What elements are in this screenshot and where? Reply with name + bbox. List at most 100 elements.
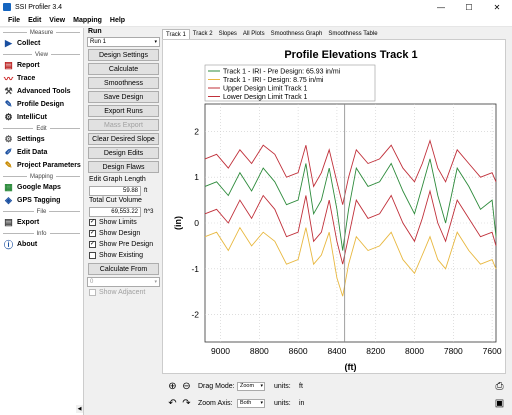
units-label-x: units: [274,383,291,390]
x-tick-label: 8200 [366,346,385,356]
clear-desired-slope-button[interactable]: Clear Desired Slope [88,133,159,145]
sidebar-item-gps-tagging[interactable]: ◈ GPS Tagging [0,194,83,207]
drag-mode-label: Drag Mode: [198,383,235,390]
calculate-from-select[interactable]: 0 ▾ [87,277,160,287]
minimize-button[interactable]: — [437,2,445,12]
sidebar-item-label: Google Maps [17,184,61,191]
tab-smoothness-graph[interactable]: Smoothness Graph [270,31,323,37]
x-tick-label: 8800 [250,346,269,356]
section-mapping: Mapping [0,172,83,181]
edit-graph-length-input[interactable]: 59.88 [89,185,141,196]
y-tick-label: 1 [194,172,199,182]
window-title: SSI Profiler 3.4 [15,3,63,11]
profile-chart[interactable]: Profile Elevations Track 1 Track 1 - IRI … [163,40,507,375]
show-pre-design-checkbox[interactable]: ✓ Show Pre Design [86,239,161,250]
run-select[interactable]: Run 1 ▾ [87,37,160,47]
sidebar-item-label: Report [17,62,40,69]
show-adjacent-checkbox[interactable]: Show Adjacent [86,287,161,298]
plot-frame [204,103,497,343]
sidebar-item-report[interactable]: ▤ Report [0,59,83,72]
sidebar-item-intellicut[interactable]: ⚙ IntelliCut [0,111,83,124]
undo-icon[interactable]: ↶ [168,398,177,409]
unchecked-box-icon [89,252,96,259]
edit-data-icon: ✐ [4,147,13,157]
x-tick-label: 8400 [327,346,346,356]
export-runs-button[interactable]: Export Runs [88,105,159,117]
report-icon: ▤ [4,60,13,70]
sidebar-item-trace[interactable]: 〰 Trace [0,72,83,85]
x-tick-label: 9000 [211,346,230,356]
show-limits-checkbox[interactable]: ✓ Show Limits [86,217,161,228]
section-edit: Edit [0,124,83,133]
check-icon: ✓ [89,241,96,248]
sidebar-item-advanced-tools[interactable]: ⚒ Advanced Tools [0,85,83,98]
sidebar-item-project-parameters[interactable]: ✎ Project Parameters [0,159,83,172]
design-settings-button[interactable]: Design Settings [88,49,159,61]
save-icon[interactable]: ▣ [494,398,505,409]
series-line-lower-limit [204,189,497,265]
run-panel: Run Run 1 ▾ Design Settings Calculate Sm… [86,28,161,415]
show-existing-checkbox[interactable]: Show Existing [86,250,161,261]
close-button[interactable]: ✕ [493,2,501,12]
menu-view[interactable]: View [49,16,66,24]
menu-edit[interactable]: Edit [28,16,42,24]
drag-mode-value: Zoom [240,383,255,389]
export-icon: ▤ [4,217,13,227]
sidebar-item-label: Edit Data [17,149,48,156]
design-flaws-button[interactable]: Design Flaws [88,161,159,173]
y-tick-label: 0 [194,218,199,228]
zoom-axis-value: Both [240,400,252,406]
app-icon [3,3,11,11]
calculate-from-button[interactable]: Calculate From [88,263,159,275]
check-icon: ✓ [89,230,96,237]
mass-export-button[interactable]: Mass Export [88,119,159,131]
info-icon: ⓘ [3,240,13,250]
sidebar-item-label: Collect [17,40,41,47]
sidebar-scroll-left-button[interactable]: ◀ [76,405,83,413]
checkbox-label: Show Pre Design [99,241,154,248]
calculate-button[interactable]: Calculate [88,63,159,75]
print-icon[interactable]: ⎙ [495,381,504,392]
save-design-button[interactable]: Save Design [88,91,159,103]
sidebar-item-profile-design[interactable]: ✎ Profile Design [0,98,83,111]
sidebar-item-label: GPS Tagging [17,197,61,204]
sidebar-item-export[interactable]: ▤ Export [0,216,83,229]
tab-all-plots[interactable]: All Plots [242,31,265,37]
tab-track-2[interactable]: Track 2 [192,31,213,37]
sidebar-item-google-maps[interactable]: ▦ Google Maps [0,181,83,194]
zoom-out-icon[interactable]: ⊖ [182,381,191,392]
total-cut-volume-value: 69,553.22 [89,206,141,217]
menu-help[interactable]: Help [109,16,126,24]
x-tick-label: 8000 [405,346,424,356]
sidebar-item-settings[interactable]: ⚙ Settings [0,133,83,146]
tab-slopes[interactable]: Slopes [218,31,237,37]
menu-file[interactable]: File [8,16,21,24]
collect-icon: ▶ [5,38,12,48]
redo-icon[interactable]: ↷ [182,398,191,409]
show-design-checkbox[interactable]: ✓ Show Design [86,228,161,239]
sidebar-item-about[interactable]: ⓘ About [0,238,83,251]
unchecked-box-icon [89,289,96,296]
sidebar: Measure ▶ Collect View ▤ Report 〰 Trace … [0,28,84,415]
zoom-in-icon[interactable]: ⊕ [168,381,177,392]
smoothness-button[interactable]: Smoothness [88,77,159,89]
units-label-y: units: [274,400,291,407]
y-tick-label: -1 [191,264,199,274]
check-icon: ✓ [89,219,96,226]
sidebar-item-label: Export [17,219,40,226]
sidebar-item-edit-data[interactable]: ✐ Edit Data [0,146,83,159]
drag-mode-select[interactable]: Zoom ▾ [237,382,265,391]
maximize-button[interactable]: ☐ [465,2,473,12]
zoom-axis-select[interactable]: Both ▾ [237,399,265,408]
sidebar-item-label: Profile Design [17,101,65,108]
tab-track-1[interactable]: Track 1 [162,29,190,39]
design-edits-button[interactable]: Design Edits [88,147,159,159]
tab-smoothness-table[interactable]: Smoothness Table [328,31,378,37]
chart-area[interactable]: Profile Elevations Track 1 Track 1 - IRI … [162,39,506,374]
run-select-value: Run 1 [90,39,107,45]
legend-box [204,64,376,102]
edit-graph-length-label: Edit Graph Length [89,176,146,183]
trace-icon: 〰 [3,74,13,84]
menu-mapping[interactable]: Mapping [73,16,102,24]
sidebar-item-collect[interactable]: ▶ Collect [0,37,83,50]
